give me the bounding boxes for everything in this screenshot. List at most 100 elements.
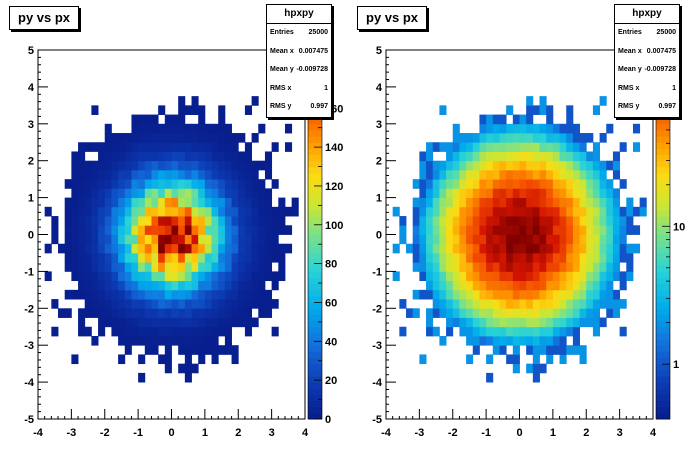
heatmap-cell xyxy=(211,234,219,245)
heatmap-cell xyxy=(532,197,540,208)
heatmap-cell xyxy=(111,151,119,162)
heatmap-cell xyxy=(492,225,500,235)
z-tick-label: 10 xyxy=(673,221,685,233)
heatmap-cell xyxy=(138,206,146,217)
heatmap-cell xyxy=(592,243,600,254)
heatmap-cell xyxy=(264,308,273,318)
heatmap-cell xyxy=(559,317,567,328)
heatmap-cell xyxy=(446,206,454,217)
z-tick-label: 100 xyxy=(325,220,343,232)
heatmap-cell xyxy=(218,197,226,208)
heatmap-cell xyxy=(224,299,232,309)
heatmap-cell xyxy=(151,142,159,152)
heatmap-cell xyxy=(559,160,567,171)
heatmap-cell xyxy=(211,262,219,272)
heatmap-cell xyxy=(198,354,206,365)
heatmap-cell xyxy=(466,354,474,365)
y-tick-label: 0 xyxy=(376,230,382,242)
heatmap-cell xyxy=(224,317,232,328)
z-tick-label: 1 xyxy=(673,359,679,371)
heatmap-cell xyxy=(98,262,106,272)
color-scale-band xyxy=(308,142,322,149)
heatmap-cell xyxy=(231,299,239,309)
heatmap-cell xyxy=(432,216,440,226)
heatmap-cell xyxy=(151,243,159,254)
heatmap-cell xyxy=(599,160,607,171)
heatmap-cell xyxy=(164,363,172,374)
heatmap-cell xyxy=(264,289,273,300)
heatmap-cell xyxy=(419,354,427,365)
heatmap-cell xyxy=(566,188,574,199)
heatmap-cell xyxy=(144,206,152,217)
heatmap-cell xyxy=(204,225,212,235)
heatmap-cell xyxy=(472,262,480,272)
heatmap-cell xyxy=(606,243,614,254)
heatmap-cell xyxy=(124,280,132,291)
heatmap-cell xyxy=(198,345,206,355)
heatmap-cell xyxy=(178,206,186,217)
heatmap-cell xyxy=(198,289,206,300)
heatmap-cell xyxy=(519,169,527,180)
heatmap-cell xyxy=(218,345,226,355)
heatmap-cell xyxy=(519,262,527,272)
heatmap-cell xyxy=(472,308,480,318)
heatmap-cell xyxy=(539,160,547,171)
heatmap-cell xyxy=(426,317,434,328)
heatmap-cell xyxy=(459,160,467,171)
heatmap-cell xyxy=(211,216,219,226)
heatmap-cell xyxy=(71,252,79,263)
heatmap-cell xyxy=(612,243,621,254)
heatmap-cell xyxy=(572,234,580,245)
heatmap-cell xyxy=(138,142,146,152)
heatmap-cell xyxy=(184,234,192,245)
heatmap-cell xyxy=(151,225,159,235)
heatmap-cell xyxy=(238,308,246,318)
heatmap-cell xyxy=(619,299,627,309)
heatmap-cell xyxy=(512,206,520,217)
heatmap-cell xyxy=(138,280,146,291)
heatmap-cell xyxy=(606,197,614,208)
heatmap-cell xyxy=(572,179,580,189)
stats-title: hpxpy xyxy=(267,5,331,24)
z-tick-label: 20 xyxy=(325,375,337,387)
heatmap-cell xyxy=(459,271,467,282)
heatmap-cell xyxy=(164,114,172,125)
heatmap-cell xyxy=(171,280,179,291)
heatmap-cell xyxy=(499,234,507,245)
heatmap-cell xyxy=(184,252,192,263)
color-scale-band xyxy=(308,332,322,340)
heatmap-cell xyxy=(499,151,507,162)
heatmap-cell xyxy=(158,179,166,189)
heatmap-cell xyxy=(466,326,474,337)
heatmap-cell xyxy=(532,188,540,199)
heatmap-cell xyxy=(566,206,574,217)
heatmap-cell xyxy=(592,317,600,328)
heatmap-cell xyxy=(131,160,139,171)
heatmap-cell xyxy=(492,133,500,143)
heatmap-cell xyxy=(526,234,534,245)
heatmap-cell xyxy=(506,252,514,263)
heatmap-cell xyxy=(572,262,580,272)
heatmap-cell xyxy=(452,262,460,272)
heatmap-cell xyxy=(599,179,607,189)
color-scale-band xyxy=(656,246,670,254)
heatmap-cell xyxy=(218,243,226,254)
heatmap-cell xyxy=(178,234,186,245)
heatmap-cell xyxy=(151,280,159,291)
heatmap-cell xyxy=(98,234,106,245)
heatmap-cell xyxy=(472,252,480,263)
heatmap-cell xyxy=(572,252,580,263)
heatmap-cell xyxy=(586,160,594,171)
heatmap-cell xyxy=(71,354,79,365)
heatmap-cell xyxy=(592,280,600,291)
heatmap-cell xyxy=(499,197,507,208)
heatmap-cell xyxy=(198,105,206,115)
heatmap-cell xyxy=(144,123,152,134)
heatmap-cell xyxy=(426,262,434,272)
heatmap-cell xyxy=(231,243,239,254)
heatmap-cell xyxy=(552,345,560,355)
heatmap-cell xyxy=(231,234,239,245)
heatmap-cell xyxy=(506,225,514,235)
heatmap-cell xyxy=(258,252,266,263)
heatmap-cell xyxy=(512,280,520,291)
